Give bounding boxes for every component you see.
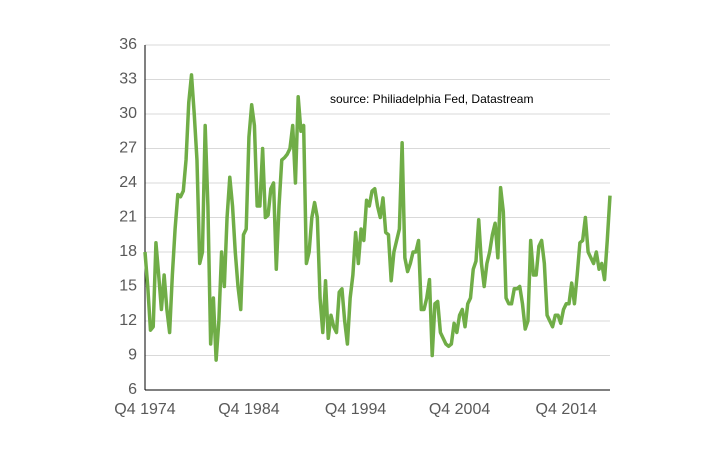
y-tick-label: 27 bbox=[119, 140, 137, 157]
x-tick-label: Q4 2014 bbox=[536, 401, 597, 418]
x-tick-label: Q4 2004 bbox=[429, 401, 490, 418]
y-tick-label: 15 bbox=[119, 278, 137, 295]
x-tick-label: Q4 1994 bbox=[325, 401, 386, 418]
y-tick-label: 24 bbox=[119, 174, 137, 191]
data-line bbox=[143, 73, 612, 362]
y-tick-label: 36 bbox=[119, 36, 137, 53]
y-tick-label: 9 bbox=[128, 347, 137, 364]
y-tick-label: 6 bbox=[128, 381, 137, 398]
y-tick-label: 12 bbox=[119, 312, 137, 329]
annotation: source: Philiadelphia Fed, Datastream bbox=[330, 92, 533, 106]
y-tick-label: 21 bbox=[119, 209, 137, 226]
x-tick-label: Q4 1984 bbox=[218, 401, 279, 418]
y-tick-label: 30 bbox=[119, 105, 137, 122]
y-tick-label: 18 bbox=[119, 243, 137, 260]
x-tick-label: Q4 1974 bbox=[114, 401, 175, 418]
y-tick-label: 33 bbox=[119, 71, 137, 88]
